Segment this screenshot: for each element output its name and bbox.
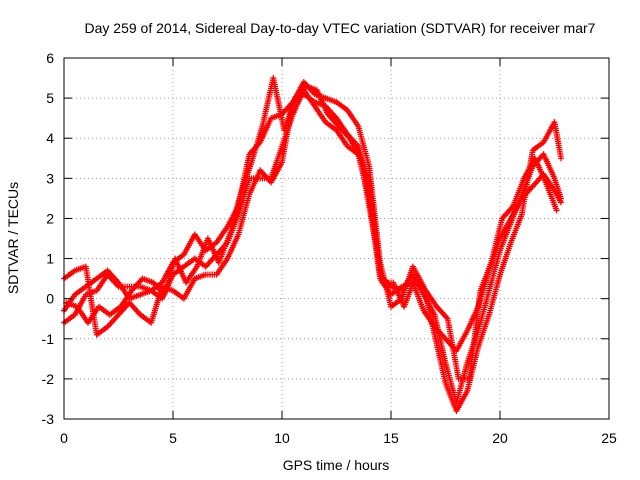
- y-tick-label: 0: [46, 291, 54, 307]
- y-tick-label: -1: [42, 331, 55, 347]
- x-tick-label: 15: [383, 430, 399, 446]
- chart-title: Day 259 of 2014, Sidereal Day-to-day VTE…: [85, 20, 596, 36]
- series-track-3: [61, 79, 565, 414]
- x-tick-label: 25: [601, 430, 617, 446]
- y-tick-label: 5: [46, 90, 54, 106]
- x-tick-label: 20: [492, 430, 508, 446]
- data-markers: [61, 75, 565, 414]
- axis-ticks: 0 5 10 15 20 25 -3 -2 -1 0 1 2 3 4 5 6: [42, 50, 617, 446]
- y-tick-label: 3: [46, 170, 54, 186]
- x-tick-label: 5: [169, 430, 177, 446]
- series-track-4: [63, 75, 560, 382]
- x-tick-label: 10: [274, 430, 290, 446]
- grid-lines: [64, 58, 609, 419]
- y-tick-label: 2: [46, 210, 54, 226]
- data-point: [553, 207, 560, 214]
- y-axis-label: SDTVAR / TECUs: [5, 182, 21, 294]
- x-axis-label: GPS time / hours: [283, 457, 390, 473]
- y-tick-label: 1: [46, 251, 54, 267]
- y-tick-label: -2: [42, 371, 55, 387]
- x-tick-label: 0: [60, 430, 68, 446]
- plot-frame: [63, 57, 610, 420]
- y-tick-label: -3: [42, 411, 55, 427]
- data-point: [558, 199, 565, 206]
- data-point: [558, 155, 565, 162]
- y-tick-label: 6: [46, 50, 54, 66]
- y-tick-label: 4: [46, 130, 54, 146]
